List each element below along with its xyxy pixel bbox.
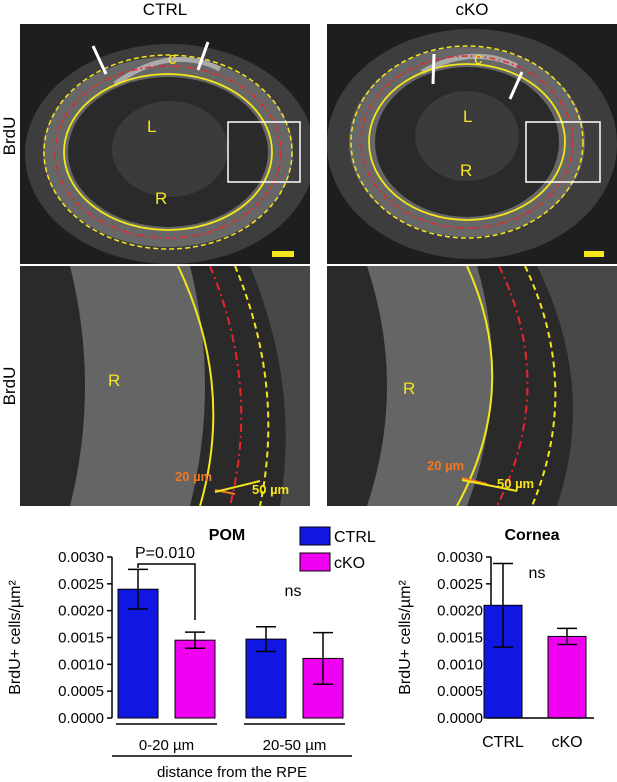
zoom-box — [227, 121, 301, 183]
zoom-box — [525, 121, 601, 183]
label-cornea: c — [474, 49, 483, 68]
zoom-image-cko: R 20 µm 50 µm — [327, 266, 617, 506]
column-title-ctrl: CTRL — [142, 0, 188, 19]
scale-bar — [584, 251, 604, 257]
scale-bar — [272, 251, 294, 257]
cornea-chart: 0.0000 0.0005 0.0010 0.0015 0.0020 0.0025 0.00… — [397, 549, 594, 751]
chart-title-cornea: Cornea — [504, 527, 559, 544]
y-tick-label: 0.0020 — [437, 603, 483, 620]
legend-label-cko: cKO — [334, 555, 365, 572]
y-tick-label: 0.0030 — [437, 549, 483, 566]
pom-chart: 0.0000 0.0005 0.0010 0.0015 0.0020 0.0025 0.00… — [7, 526, 376, 781]
zoom-image-ctrl: R 20 µm 50 µm — [20, 266, 310, 506]
label-cornea: c — [168, 49, 177, 68]
ns-label: ns — [285, 583, 302, 600]
column-title-cko: cKO — [455, 0, 489, 19]
zoom-panel-cko: R 20 µm 50 µm — [327, 266, 617, 506]
legend-label-ctrl: CTRL — [334, 529, 376, 546]
y-axis-label: BrdU+ cells/µm² — [397, 580, 414, 695]
cut-marker-left — [91, 45, 108, 75]
cut-marker-right — [508, 71, 524, 100]
x-axis-label: distance from the RPE — [157, 764, 307, 781]
x-tick-label: 20-50 µm — [263, 737, 327, 754]
x-tick-label: cKO — [551, 734, 582, 751]
label-50um: 50 µm — [252, 482, 289, 497]
overview-image-ctrl: c L R — [20, 24, 310, 264]
y-tick-label: 0.0010 — [58, 656, 104, 673]
label-retina: R — [460, 161, 472, 180]
label-20um: 20 µm — [175, 469, 212, 484]
y-tick-label: 0.0025 — [437, 576, 483, 593]
x-tick-label: 0-20 µm — [139, 737, 194, 754]
zoom-panel-ctrl: R 20 µm 50 µm — [20, 266, 310, 506]
label-lens: L — [463, 107, 472, 126]
label-lens: L — [147, 117, 156, 136]
y-axis-label: BrdU+ cells/µm² — [7, 580, 24, 695]
overview-image-cko: c L R — [327, 24, 617, 264]
cut-marker-left — [431, 53, 436, 85]
x-tick-label: CTRL — [482, 734, 524, 751]
legend-swatch-cko — [299, 552, 331, 572]
y-tick-label: 0.0000 — [437, 710, 483, 727]
y-tick-label: 0.0015 — [58, 630, 104, 647]
y-tick-label: 0.0005 — [437, 683, 483, 700]
ns-label: ns — [529, 565, 546, 582]
label-retina: R — [108, 371, 120, 390]
bar-cko-2 — [302, 657, 344, 719]
label-50um: 50 µm — [497, 476, 534, 491]
label-retina: R — [403, 379, 415, 398]
y-tick-label: 0.0030 — [58, 549, 104, 566]
cut-marker-right — [196, 41, 210, 71]
bar-cko-1 — [174, 639, 216, 719]
y-tick-label: 0.0010 — [437, 656, 483, 673]
label-20um: 20 µm — [427, 458, 464, 473]
row-label-brdu-top: BrdU — [0, 116, 19, 156]
y-tick-label: 0.0005 — [58, 683, 104, 700]
bar-cornea-ctrl — [483, 604, 523, 719]
bar-ctrl-1 — [117, 588, 159, 719]
row-label-brdu-bottom: BrdU — [0, 366, 19, 406]
y-tick-label: 0.0020 — [58, 603, 104, 620]
bar-cornea-cko — [547, 635, 587, 719]
legend-swatch-ctrl — [299, 526, 331, 546]
significance-bracket — [137, 563, 196, 620]
chart-title-pom: POM — [209, 527, 245, 544]
p-value-label: P=0.010 — [135, 545, 195, 562]
overview-panel-ctrl: c L R — [20, 24, 310, 264]
y-tick-label: 0.0025 — [58, 576, 104, 593]
y-tick-label: 0.0015 — [437, 630, 483, 647]
overview-panel-cko: c L R — [327, 24, 617, 264]
bar-ctrl-2 — [245, 638, 287, 719]
y-tick-label: 0.0000 — [58, 710, 104, 727]
label-retina: R — [155, 189, 167, 208]
